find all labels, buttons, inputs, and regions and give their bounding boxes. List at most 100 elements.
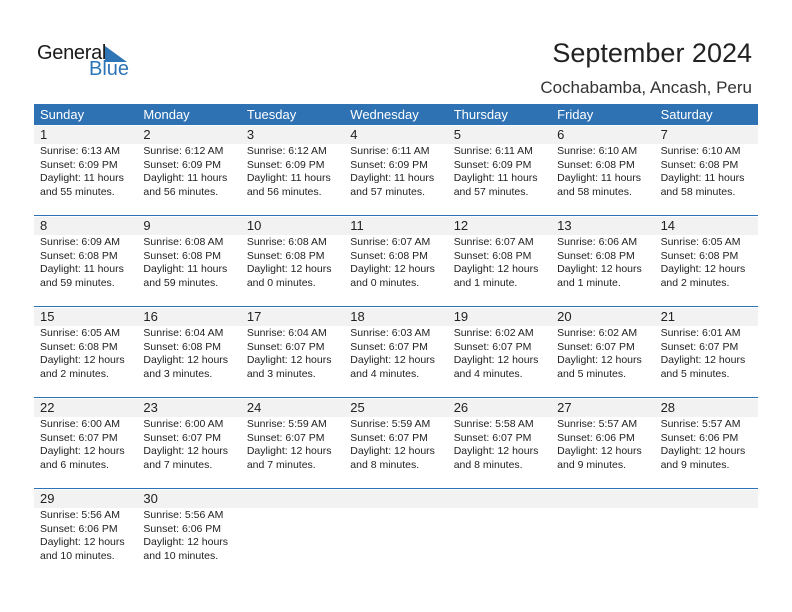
day-cell: 18 Sunrise: 6:03 AM Sunset: 6:07 PM Dayligh… [344, 307, 447, 381]
logo-blue: Blue [89, 58, 130, 80]
sunrise-text: Sunrise: 6:00 AM [143, 418, 224, 430]
day-number: 7 [660, 127, 668, 142]
sunset-text: Sunset: 6:07 PM [246, 340, 325, 353]
day-number: 14 [660, 218, 676, 233]
sunset-text: Sunset: 6:08 PM [40, 249, 118, 262]
sunset-text: Sunset: 6:08 PM [453, 249, 532, 262]
day-number: 12 [453, 218, 469, 233]
daylight-text: Daylight: 12 hours [660, 263, 746, 275]
day-number: 24 [246, 400, 262, 415]
day-number: 27 [557, 400, 572, 415]
daylight-minutes-text: and 9 minutes. [660, 458, 730, 471]
day-number: 23 [143, 400, 158, 415]
week-row: 1 Sunrise: 6:13 AM Sunset: 6:09 PM Daylight… [34, 125, 758, 215]
daylight-minutes-text: and 0 minutes. [350, 276, 420, 289]
week-row: 8 Sunrise: 6:09 AM Sunset: 6:08 PM Daylight… [34, 215, 758, 306]
daylight-minutes-text: and 4 minutes. [350, 367, 420, 380]
day-number: 1 [40, 127, 48, 142]
day-cell: 21 Sunrise: 6:01 AM Sunset: 6:07 PM Dayligh… [655, 307, 758, 381]
sunrise-text: Sunrise: 5:56 AM [143, 509, 224, 521]
week-row: 15 Sunrise: 6:05 AM Sunset: 6:08 PM Dayligh… [34, 306, 758, 397]
daylight-minutes-text: and 59 minutes. [40, 276, 115, 289]
sunset-text: Sunset: 6:07 PM [143, 431, 222, 444]
daylight-minutes-text: and 58 minutes. [557, 185, 632, 198]
sunset-text: Sunset: 6:06 PM [660, 431, 739, 444]
location-subtitle: Cochabamba, Ancash, Peru [540, 78, 752, 97]
day-cell: 23 Sunrise: 6:00 AM Sunset: 6:07 PM Dayligh… [137, 398, 240, 472]
sunset-text: Sunset: 6:07 PM [350, 340, 428, 353]
daylight-minutes-text: and 1 minute. [453, 276, 518, 289]
sunrise-text: Sunrise: 6:04 AM [246, 327, 327, 339]
sunrise-text: Sunrise: 5:57 AM [660, 418, 741, 430]
day-number: 22 [40, 400, 55, 415]
day-number: 20 [557, 309, 572, 324]
daylight-text: Daylight: 11 hours [143, 172, 228, 184]
daylight-minutes-text: and 8 minutes. [350, 458, 420, 471]
logo-general: General [37, 42, 107, 64]
daylight-text: Daylight: 12 hours [557, 263, 642, 275]
sunrise-text: Sunrise: 5:57 AM [557, 418, 638, 430]
sunset-text: Sunset: 6:08 PM [350, 249, 428, 262]
page-title: September 2024 [552, 38, 752, 68]
daylight-minutes-text: and 2 minutes. [40, 367, 109, 380]
day-cell: 2 Sunrise: 6:12 AM Sunset: 6:09 PM Daylight… [137, 125, 240, 199]
sunset-text: Sunset: 6:06 PM [40, 522, 118, 535]
daylight-minutes-text: and 59 minutes. [143, 276, 219, 289]
day-cell: 8 Sunrise: 6:09 AM Sunset: 6:08 PM Daylight… [34, 216, 137, 290]
daylight-text: Daylight: 12 hours [557, 354, 642, 366]
daylight-minutes-text: and 8 minutes. [453, 458, 523, 471]
day-cell: 27 Sunrise: 5:57 AM Sunset: 6:06 PM Dayligh… [551, 398, 654, 472]
sunset-text: Sunset: 6:07 PM [660, 340, 739, 353]
day-number: 11 [350, 218, 364, 233]
week-row: 29 Sunrise: 5:56 AM Sunset: 6:06 PM Dayligh… [34, 488, 758, 579]
day-number: 10 [246, 218, 262, 233]
sunrise-text: Sunrise: 6:02 AM [453, 327, 534, 339]
day-cell: 1 Sunrise: 6:13 AM Sunset: 6:09 PM Daylight… [34, 125, 137, 199]
daylight-text: Daylight: 11 hours [660, 172, 745, 184]
day-number: 21 [660, 309, 676, 324]
sunrise-text: Sunrise: 6:06 AM [557, 236, 638, 248]
day-number: 6 [557, 127, 565, 142]
sunrise-text: Sunrise: 6:08 AM [246, 236, 327, 248]
weekday-wednesday: Wednesday [350, 107, 419, 122]
sunrise-text: Sunrise: 6:04 AM [143, 327, 224, 339]
sunset-text: Sunset: 6:08 PM [660, 158, 739, 171]
daylight-minutes-text: and 7 minutes. [246, 458, 316, 471]
calendar: Sunday Monday Tuesday Wednesday Thursday Frid… [34, 104, 758, 579]
weekday-friday: Friday [557, 107, 594, 122]
sunset-text: Sunset: 6:07 PM [557, 340, 635, 353]
sunset-text: Sunset: 6:07 PM [453, 431, 532, 444]
logo: General Blue [37, 42, 137, 82]
day-cell: 25 Sunrise: 5:59 AM Sunset: 6:07 PM Dayligh… [344, 398, 447, 472]
daylight-text: Daylight: 12 hours [350, 354, 435, 366]
day-number: 5 [453, 127, 461, 142]
sunset-text: Sunset: 6:07 PM [350, 431, 428, 444]
sunset-text: Sunset: 6:08 PM [660, 249, 739, 262]
day-cell: 6 Sunrise: 6:10 AM Sunset: 6:08 PM Daylight… [551, 125, 654, 199]
sunrise-text: Sunrise: 6:10 AM [557, 145, 638, 157]
daylight-minutes-text: and 56 minutes. [143, 185, 219, 198]
sunrise-text: Sunrise: 6:01 AM [660, 327, 741, 339]
sunset-text: Sunset: 6:08 PM [246, 249, 325, 262]
sunset-text: Sunset: 6:09 PM [143, 158, 222, 171]
sunrise-text: Sunrise: 6:10 AM [660, 145, 741, 157]
daylight-minutes-text: and 2 minutes. [660, 276, 730, 289]
day-cell: 9 Sunrise: 6:08 AM Sunset: 6:08 PM Daylight… [137, 216, 240, 290]
day-number: 28 [660, 400, 676, 415]
daylight-minutes-text: and 5 minutes. [557, 367, 627, 380]
day-number: 13 [557, 218, 572, 233]
daylight-text: Daylight: 11 hours [453, 172, 538, 184]
date-band [34, 490, 758, 508]
daylight-text: Daylight: 12 hours [246, 263, 332, 275]
sunrise-text: Sunrise: 6:12 AM [246, 145, 327, 157]
day-cell: 29 Sunrise: 5:56 AM Sunset: 6:06 PM Dayligh… [34, 489, 137, 563]
weekday-header: Sunday Monday Tuesday Wednesday Thursday Frid… [34, 104, 758, 125]
weekday-thursday: Thursday [453, 107, 508, 122]
sunrise-text: Sunrise: 6:05 AM [40, 327, 120, 339]
date-band [34, 308, 758, 326]
day-cell: 30 Sunrise: 5:56 AM Sunset: 6:06 PM Dayligh… [137, 489, 240, 563]
sunrise-text: Sunrise: 6:13 AM [40, 145, 120, 157]
day-number: 8 [40, 218, 48, 233]
day-number: 3 [246, 127, 255, 142]
day-number: 18 [350, 309, 365, 324]
